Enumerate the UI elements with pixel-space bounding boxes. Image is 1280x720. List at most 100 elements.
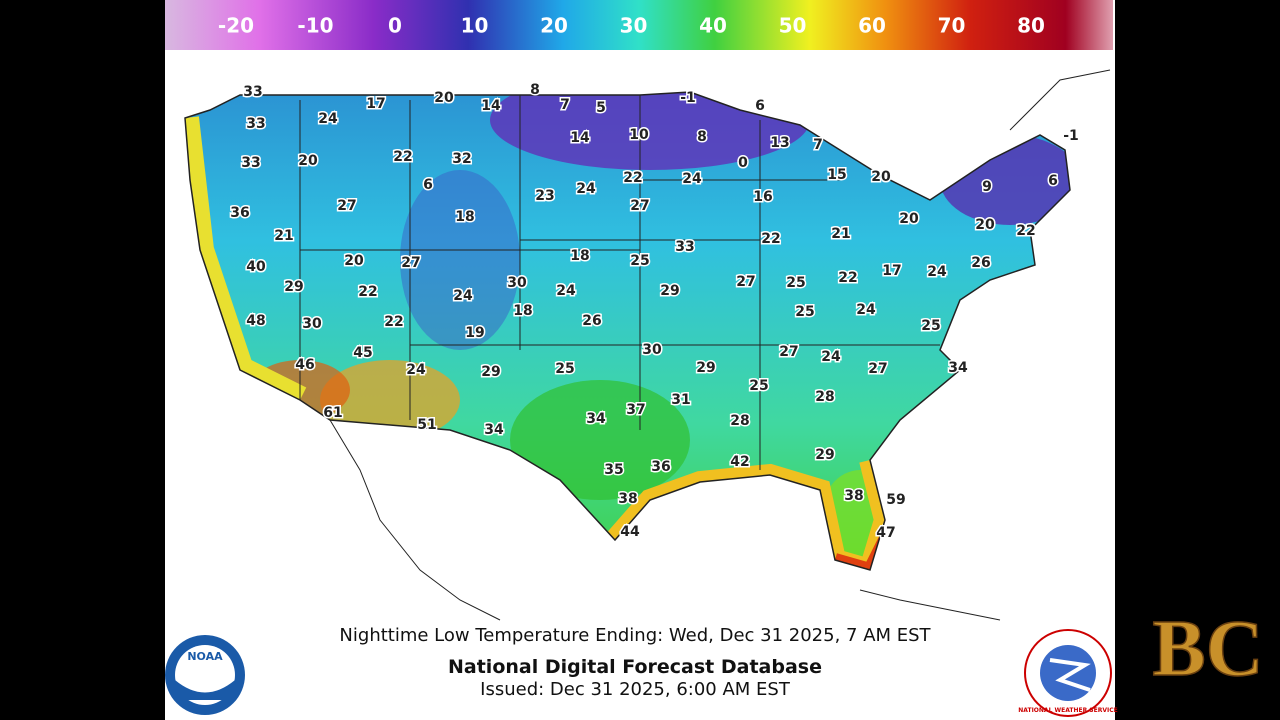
temperature-label: 24 [856,302,876,318]
temperature-label: 30 [642,342,662,358]
temperature-label: 10 [629,127,649,143]
temperature-label: 20 [434,90,454,106]
temperature-label: 27 [779,344,798,360]
colorbar-label: 20 [540,14,568,38]
colorbar-label: 10 [461,14,489,38]
temperature-label: 30 [507,275,527,291]
colorbar-label: 0 [388,14,402,38]
temperature-label: 14 [481,98,501,114]
caption-line: Nighttime Low Temperature Ending: Wed, D… [339,625,931,646]
colorbar [165,0,1113,50]
temperature-label: 24 [682,171,702,187]
temperature-label: 16 [753,189,772,205]
temperature-label: 6 [1048,173,1058,189]
temperature-label: 31 [671,392,690,408]
temperature-label: 22 [1016,223,1035,239]
temperature-label: 45 [353,345,372,361]
temperature-labels: 33 33 24 17 20 14 8 7 5 -1 6 33 20 22 32 14 10 8 13 7 -1 0 15 2… [229,81,1081,543]
temperature-label: 33 [246,116,265,132]
temperature-label: 25 [630,253,649,269]
temperature-label: 33 [241,155,260,171]
temperature-label: 38 [844,488,863,504]
temperature-label: 29 [660,283,679,299]
nws-logo: NATIONAL WEATHER SERVICE [1018,629,1118,717]
temperature-label: 42 [730,454,749,470]
temperature-label: 33 [243,84,262,100]
temperature-label: 26 [582,313,601,329]
temperature-label: 24 [576,181,596,197]
temperature-label: 35 [604,462,623,478]
temperature-label: 25 [921,318,940,334]
temperature-label: 6 [423,177,433,193]
nws-text: NATIONAL WEATHER SERVICE [1018,707,1117,714]
temperature-label: 29 [481,364,500,380]
temperature-label: 32 [452,151,471,167]
temperature-label: 28 [730,413,749,429]
temperature-label: 44 [620,524,640,540]
caption-title: National Digital Forecast Database [448,656,822,678]
temperature-label: 21 [831,226,850,242]
colorbar-labels: -20 -10 0 10 20 30 40 50 60 70 80 [218,14,1045,38]
temperature-label: -1 [680,90,696,106]
coastlines [329,69,1111,621]
state-borders [299,95,940,470]
temperature-label: 26 [971,255,990,271]
temperature-label: 8 [530,82,540,98]
temperature-label: 8 [697,129,707,145]
temperature-label: 18 [570,248,589,264]
temperature-label: 24 [556,283,576,299]
colorbar-label: -10 [297,14,333,38]
noaa-logo: NOAA [165,635,245,715]
temperature-label: 5 [596,100,606,116]
temperature-label: 30 [302,316,322,332]
temperature-label: 24 [927,264,947,280]
temperature-label: 48 [246,313,265,329]
temperature-label: 20 [899,211,919,227]
temperature-label: 7 [560,97,570,113]
temperature-label: 22 [393,149,412,165]
temperature-label: 25 [555,361,574,377]
temperature-label: 24 [821,349,841,365]
channel-logo: BC [1152,605,1263,693]
temperature-label: 22 [838,270,857,286]
temperature-label: 24 [453,288,473,304]
temperature-label: 25 [749,378,768,394]
temperature-label: 17 [882,263,901,279]
temperature-label: 33 [675,239,694,255]
temperature-label: 47 [876,525,895,541]
temperature-label: 17 [366,96,385,112]
temperature-label: 27 [401,255,420,271]
temperature-label: 20 [298,153,318,169]
noaa-text: NOAA [187,650,223,663]
temperature-label: 29 [284,279,303,295]
temperature-label: -1 [1063,128,1079,144]
temperature-label: 24 [406,362,426,378]
temperature-label: 15 [827,167,846,183]
temperature-label: 27 [736,274,755,290]
temperature-label: 22 [384,314,403,330]
temperature-label: 20 [344,253,364,269]
temperature-label: 25 [795,304,814,320]
colorbar-label: 30 [620,14,648,38]
colorbar-label: 70 [938,14,966,38]
temperature-label: 59 [886,492,905,508]
temperature-label: 28 [815,389,834,405]
temperature-label: 27 [868,361,887,377]
temperature-label: 51 [417,417,436,433]
temperature-label: 6 [755,98,765,114]
temperature-label: 27 [630,198,649,214]
temperature-label: 36 [230,205,249,221]
temperature-label: 22 [623,170,642,186]
temperature-label: 34 [586,411,606,427]
colorbar-label: 80 [1017,14,1045,38]
temperature-field [185,92,1070,570]
temperature-label: 20 [975,217,995,233]
temperature-label: 21 [274,228,293,244]
temperature-label: 19 [465,325,484,341]
temperature-label: 38 [618,491,637,507]
temperature-label: 7 [813,137,823,153]
temperature-label: 25 [786,275,805,291]
temperature-label: 40 [246,259,266,275]
temperature-label: 20 [871,169,891,185]
